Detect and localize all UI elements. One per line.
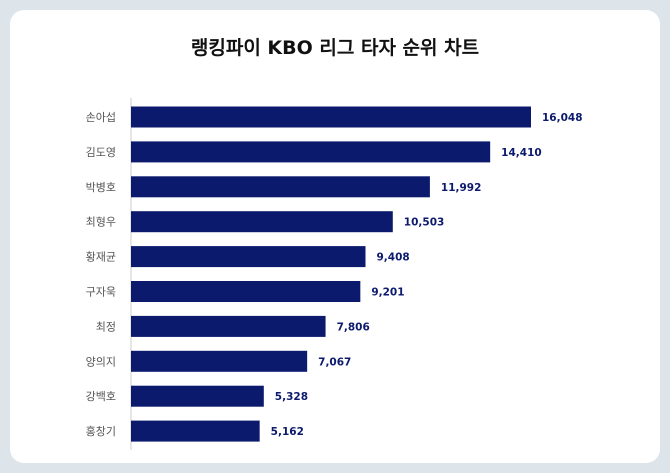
bar [131,315,326,337]
value-label: 11,992 [441,182,482,194]
chart-card [10,10,660,463]
bar [131,211,393,233]
value-label: 9,408 [376,252,409,264]
category-label: 최형우 [86,216,116,229]
value-label: 5,162 [271,426,304,438]
value-label: 7,806 [337,321,370,333]
category-label: 양의지 [86,355,116,368]
category-label: 구자욱 [86,286,116,299]
category-label: 손아섭 [86,111,116,124]
bar [131,176,430,198]
value-label: 7,067 [318,356,351,368]
category-label: 강백호 [86,390,116,403]
category-label: 황재균 [86,251,116,264]
bar [131,281,361,302]
bar [131,246,366,268]
value-label: 5,328 [275,391,308,403]
bar [131,106,531,128]
category-label: 김도영 [86,146,116,159]
chart-title: 랭킹파이 KBO 리그 타자 순위 차트 [190,37,480,59]
category-label: 최정 [96,320,116,333]
bar [131,350,308,372]
category-label: 홍창기 [86,424,116,438]
bar [131,385,264,407]
category-label: 박병호 [86,181,116,194]
value-label: 10,503 [404,217,445,229]
value-label: 9,201 [371,287,404,299]
bar [131,420,260,442]
bar [131,141,491,163]
value-label: 14,410 [501,147,542,159]
value-label: 16,048 [542,112,583,124]
